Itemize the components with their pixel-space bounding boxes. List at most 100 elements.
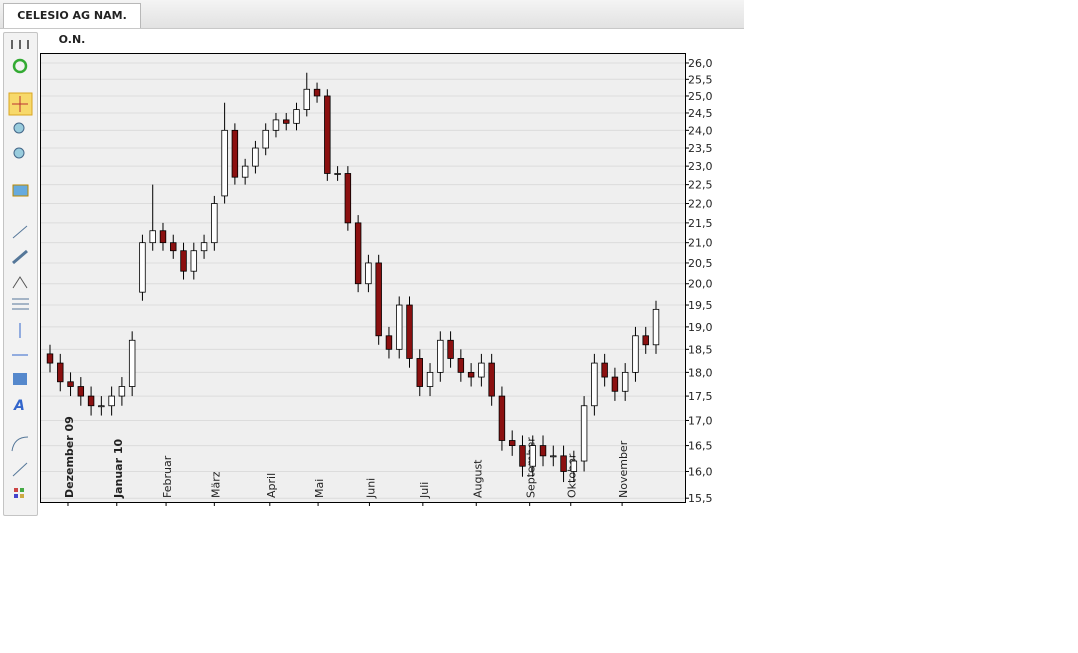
ray-tool[interactable] (12, 462, 28, 477)
line-tool[interactable] (12, 225, 28, 239)
candle-body (642, 335, 649, 346)
candle-body (478, 362, 485, 378)
candle-body (498, 395, 506, 441)
candle-body (632, 335, 639, 373)
y-tick-label: 15,5 (688, 492, 713, 505)
y-tick-label: 19,5 (688, 299, 713, 312)
candle-body (98, 405, 105, 408)
x-tick-label: April (265, 473, 278, 498)
settings-icon[interactable] (12, 184, 29, 197)
candle-body (293, 109, 300, 124)
candle-body (591, 362, 598, 407)
candle-body (221, 129, 228, 197)
y-tick-label: 20,0 (688, 278, 713, 291)
candle-body (375, 262, 382, 337)
x-tick-label: Juni (364, 478, 377, 499)
candle-body (118, 386, 126, 397)
x-tick-label: Mai (313, 479, 326, 498)
candle-body (550, 455, 557, 458)
fib-tool[interactable] (12, 298, 29, 310)
zoom-in-icon[interactable] (13, 122, 25, 134)
candle-body (200, 242, 208, 252)
toolbar-icons: A (8, 40, 33, 498)
candle-body (170, 242, 177, 252)
candle-body (416, 358, 423, 387)
candle-body (539, 445, 547, 457)
candle-body (252, 147, 259, 167)
x-tick-label: Juli (418, 482, 431, 499)
candle-body (621, 371, 629, 392)
x-tick-label: Dezember 09 (63, 416, 76, 498)
candle-body (46, 353, 54, 364)
y-tick-label: 21,5 (688, 217, 713, 230)
candle-body (354, 222, 362, 285)
y-tick-label: 18,0 (688, 366, 713, 379)
y-tick-label: 22,5 (688, 179, 713, 192)
candle-body (406, 304, 413, 359)
y-tick-label: 17,0 (688, 414, 713, 427)
toolbar: A (3, 32, 38, 516)
candle-body (560, 455, 567, 472)
x-tick-label: August (471, 459, 484, 498)
y-tick-label: 24,0 (688, 124, 713, 137)
candle-body (272, 119, 280, 131)
candle-body (159, 230, 167, 244)
candle-body (580, 405, 588, 462)
channel-tool[interactable] (12, 249, 28, 265)
y-tick-label: 16,5 (688, 440, 713, 453)
triangle-tool[interactable] (12, 276, 28, 289)
y-tick-label: 18,5 (688, 343, 713, 356)
candle-body (77, 386, 85, 397)
candle-body (87, 395, 95, 407)
candle-body (334, 173, 341, 175)
candle-body (149, 230, 156, 244)
candle-body (611, 376, 619, 392)
zoom-out-icon[interactable] (13, 147, 25, 159)
y-tick-label: 24,5 (688, 107, 713, 120)
x-tick-label: Oktober (566, 453, 579, 498)
rect-tool[interactable] (13, 373, 27, 385)
candle-body (313, 88, 321, 97)
candle-body (437, 339, 444, 373)
y-tick-label: 17,5 (688, 390, 713, 403)
y-tick-label: 26,0 (688, 57, 713, 70)
x-tick-label: März (209, 471, 222, 498)
candle-body (344, 173, 352, 224)
candle-body (262, 129, 269, 149)
candle-body (67, 381, 74, 387)
y-tick-label: 22,0 (688, 198, 713, 211)
candle-body (211, 203, 218, 244)
palette-icon[interactable] (14, 488, 24, 498)
candle-body (529, 445, 536, 467)
candle-body (457, 358, 465, 373)
candle-body (570, 460, 578, 472)
candle-body (488, 362, 495, 397)
x-tick-label: November (617, 440, 630, 498)
y-tick-label: 20,5 (688, 257, 713, 270)
tab-bar: CELESIO AG NAM. O.N. (0, 0, 744, 46)
candle-body (231, 129, 239, 178)
y-tick-label: 23,5 (688, 142, 713, 155)
candle-body (652, 308, 660, 346)
chart: 15,5 16,0 16,5 17,0 17,5 18,0 18,5 19,0 19,5 20,0… (40, 53, 713, 506)
candle-body (108, 395, 115, 407)
candle-body (139, 242, 146, 293)
candle-body (426, 371, 434, 387)
candle-body (241, 165, 249, 178)
y-tick-label: 25,5 (688, 73, 713, 86)
text-tool[interactable]: A (13, 398, 25, 414)
candle-body (601, 362, 608, 378)
candle-body (395, 304, 403, 350)
y-tick-label: 21,0 (688, 237, 713, 250)
candle-body (385, 335, 393, 350)
candle-body (303, 88, 311, 110)
plot-area (40, 53, 686, 503)
tab[interactable]: CELESIO AG NAM. O.N. (3, 3, 141, 46)
refresh-icon[interactable] (12, 58, 28, 74)
x-tick-label: Januar 10 (112, 438, 125, 499)
candle-body (190, 250, 198, 272)
arc-tool[interactable] (11, 436, 29, 452)
candle-body (283, 119, 290, 124)
candle-body (180, 250, 187, 272)
